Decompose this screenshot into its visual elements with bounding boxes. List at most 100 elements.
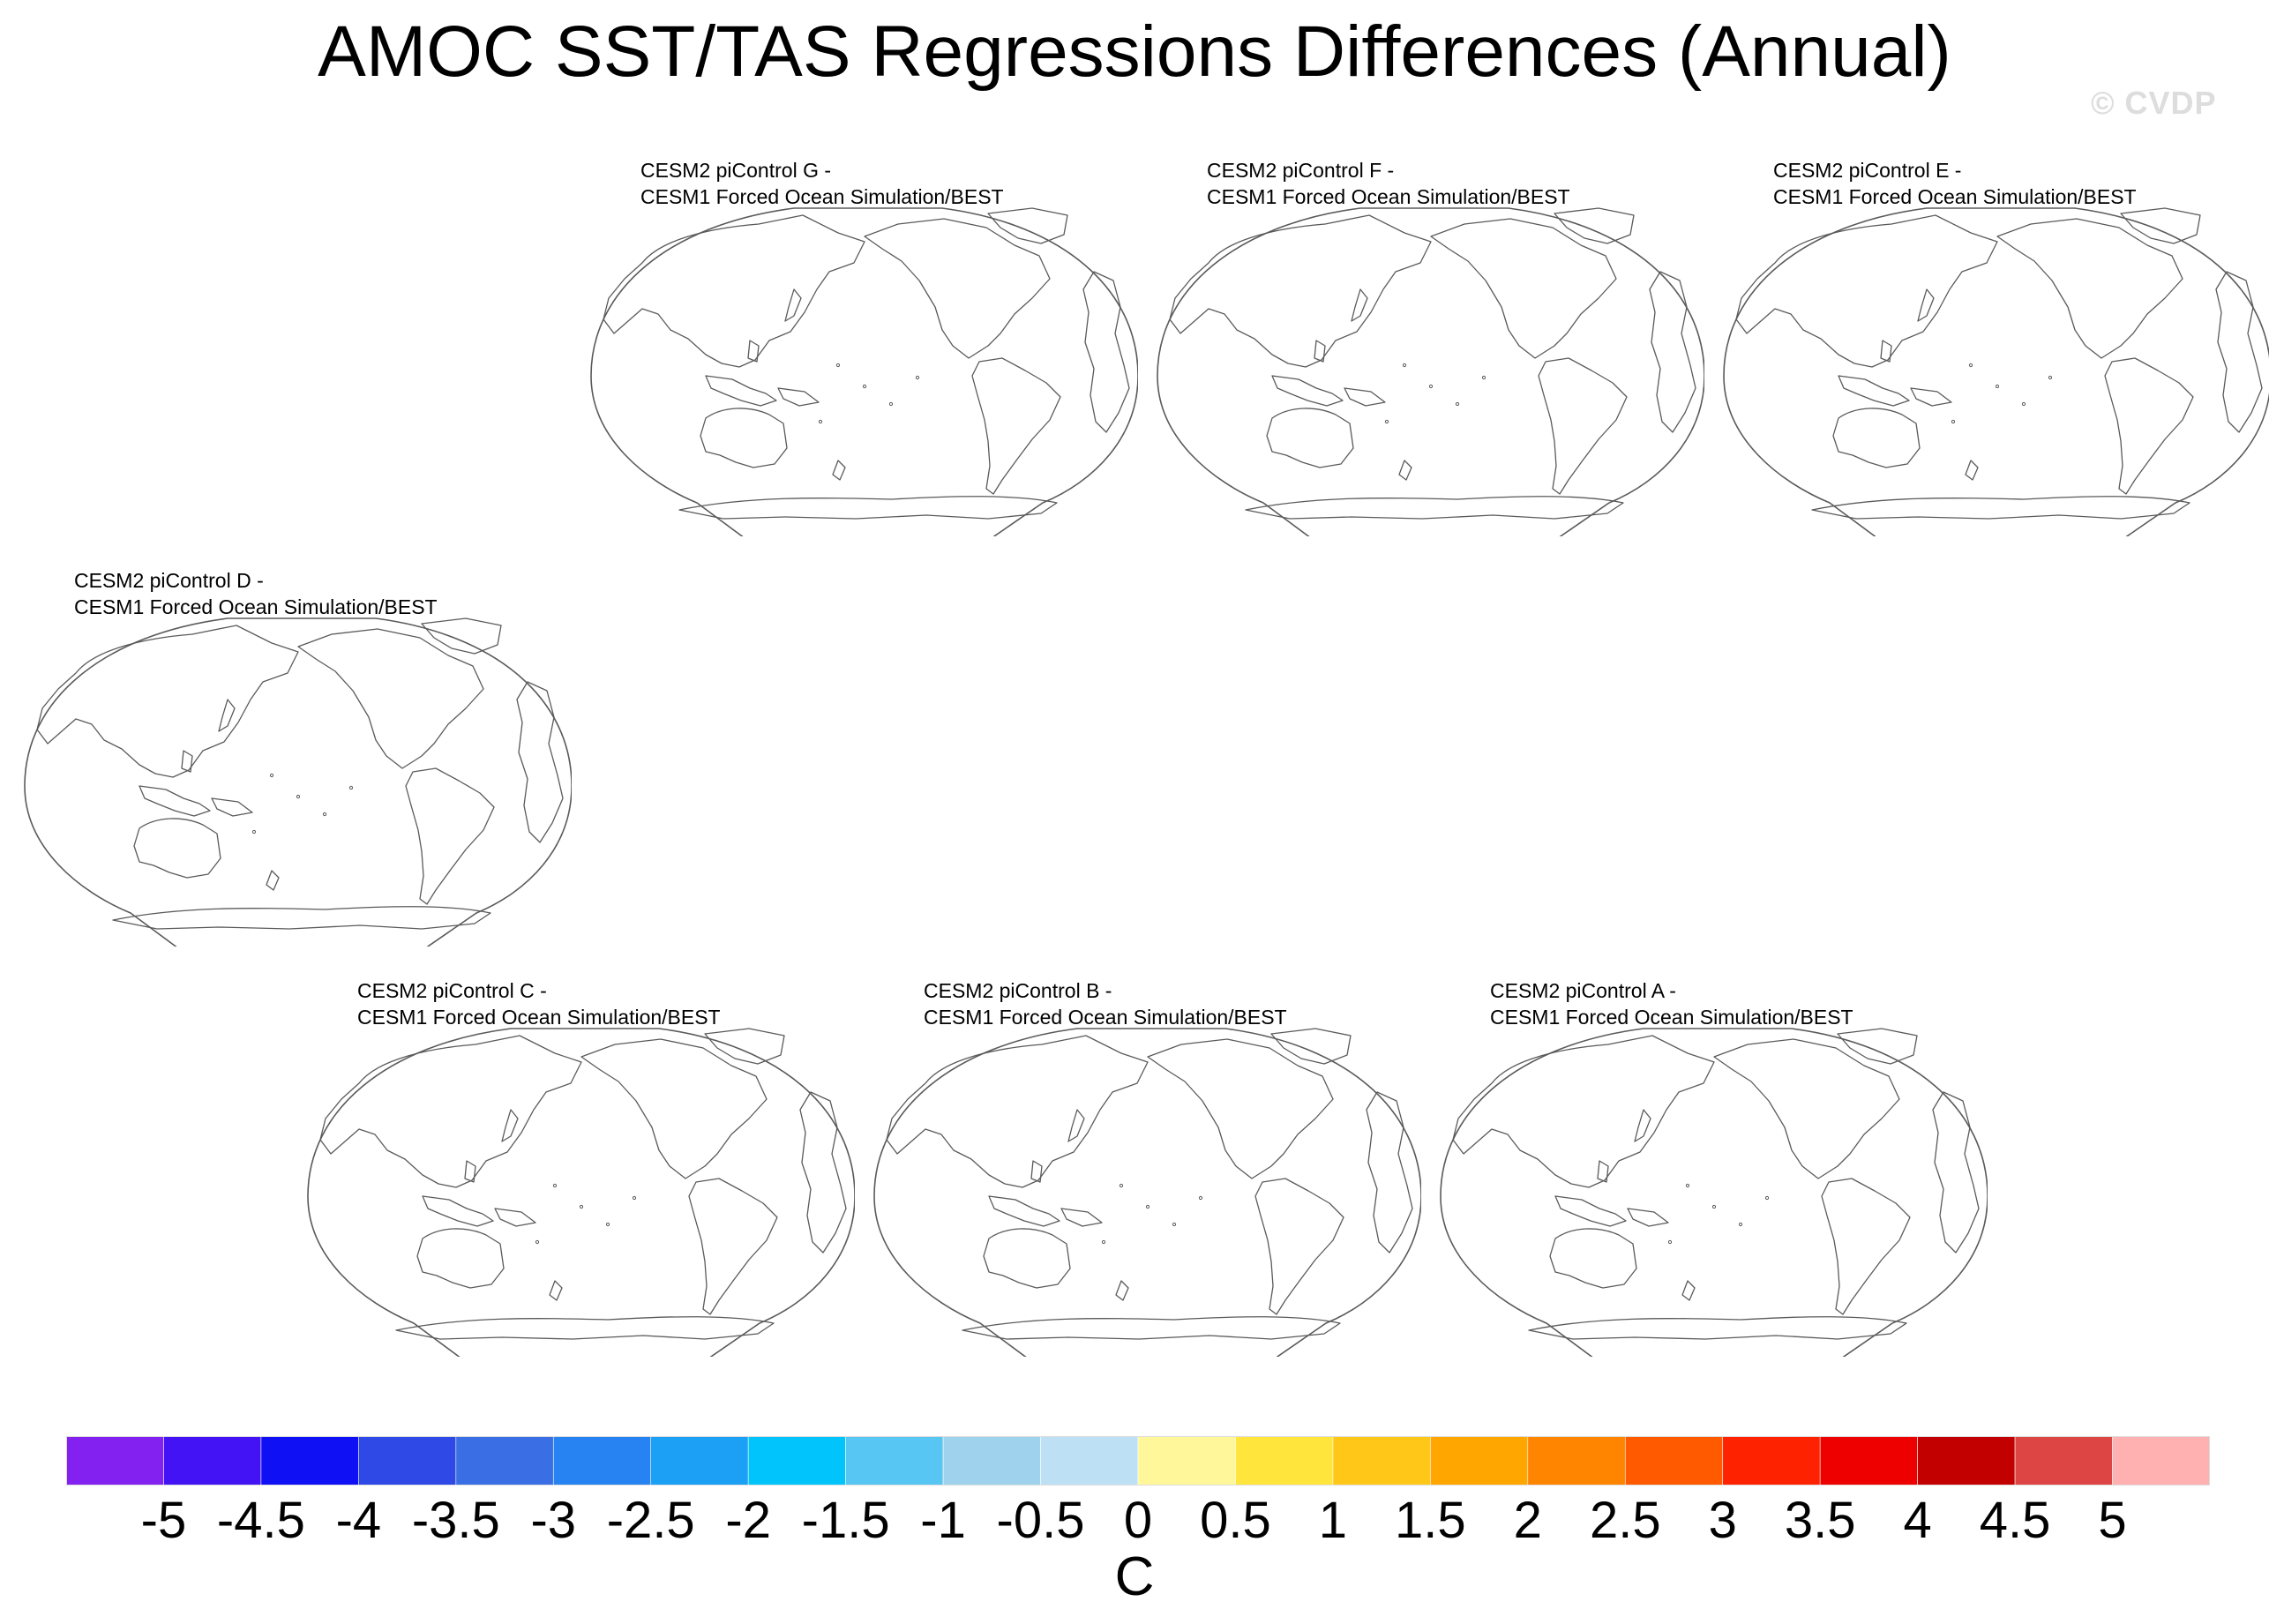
colorbar-tick-label: -5 [140,1492,187,1549]
indonesia-coast [422,1195,494,1227]
panel-caption: CESM2 piControl D - CESM1 Forced Ocean S… [74,567,438,620]
island [835,363,841,368]
new-guinea-coast [777,387,820,407]
colorbar-tick-labels: -5 -4.5 -4 -3.5 -3 -2.5 -2 -1.5 -1 -0.5 0 0.5 1 1.5 2 2… [0,1491,2269,1561]
australia-coast [1549,1228,1637,1289]
indonesia-coast [139,785,211,817]
island [1995,384,2000,389]
colorbar-tick-label: 4.5 [1979,1492,2051,1549]
colorbar-swatch [845,1436,944,1486]
south-america-coast [688,1178,778,1315]
island [1738,1222,1743,1227]
colorbar [66,1436,2210,1486]
south-america-coast [2104,357,2194,495]
panel-caption: CESM2 piControl C - CESM1 Forced Ocean S… [357,977,721,1030]
colorbar-swatch [66,1436,164,1486]
map-panel-e: CESM2 piControl E - CESM1 Forced Ocean S… [1706,157,2269,536]
new-zealand-coast [1115,1280,1129,1301]
north-america-coast [297,628,484,769]
panel-caption-line2: CESM1 Forced Ocean Simulation/BEST [1773,185,2137,208]
colorbar-tick-label: -0.5 [996,1492,1085,1549]
panel-caption-line2: CESM1 Forced Ocean Simulation/BEST [1490,1006,1853,1029]
world-map [590,207,1138,536]
world-map [1440,1028,1988,1357]
colorbar-tick-label: -1 [920,1492,966,1549]
colorbar-swatch [1332,1436,1431,1486]
north-america-coast [1713,1038,1900,1179]
world-map [24,617,572,947]
new-zealand-coast [832,460,846,481]
greenland-coast [1554,207,1635,244]
greenland-coast [1270,1028,1352,1065]
philippines-coast [747,340,760,363]
colorbar-tick-label: 1.5 [1395,1492,1466,1549]
philippines-coast [181,750,193,773]
island [888,401,894,407]
panel-caption-line1: CESM2 piControl E - [1773,159,1962,182]
indonesia-coast [705,375,777,407]
japan-coast [784,288,802,322]
colorbar-swatch [1917,1436,2016,1486]
asia-coast [1169,214,1432,368]
island [552,1183,558,1188]
colorbar-tick-label: 0.5 [1200,1492,1271,1549]
panel-caption-line2: CESM1 Forced Ocean Simulation/BEST [357,1006,721,1029]
island [535,1239,540,1245]
colorbar-unit-label: C [1114,1546,1155,1607]
colorbar-swatch [1040,1436,1139,1486]
island [1481,375,1486,380]
greenland-coast [2120,207,2201,244]
colorbar-tick-label: 4 [1903,1492,1932,1549]
africa-coast [1366,1091,1413,1254]
antarctica-coast [395,1316,775,1340]
colorbar-swatch [260,1436,359,1486]
south-america-coast [971,357,1061,495]
world-map [307,1028,855,1357]
island [1968,363,1973,368]
panel-caption-line1: CESM2 piControl G - [640,159,832,182]
island [2048,375,2053,380]
colorbar-border [66,1436,2210,1486]
cvdp-watermark: © CVDP [2091,85,2217,121]
island [1428,384,1434,389]
panel-caption-line1: CESM2 piControl F - [1207,159,1395,182]
asia-coast [1735,214,1998,368]
panel-caption-line1: CESM2 piControl A - [1490,979,1676,1002]
map-panel-d: CESM2 piControl D - CESM1 Forced Ocean S… [7,567,572,947]
colorbar-tick-label: 3.5 [1784,1492,1856,1549]
world-map [1157,207,1704,536]
greenland-coast [704,1028,785,1065]
panel-caption-line2: CESM1 Forced Ocean Simulation/BEST [74,595,438,618]
island [1685,1183,1690,1188]
greenland-coast [1837,1028,1918,1065]
north-america-coast [1996,218,2183,359]
colorbar-swatch [552,1436,652,1486]
colorbar-tick-label: -3 [530,1492,577,1549]
colorbar-swatch [1430,1436,1529,1486]
north-america-coast [1147,1038,1334,1179]
japan-coast [1917,288,1935,322]
map-panel-c: CESM2 piControl C - CESM1 Forced Ocean S… [290,977,855,1357]
new-zealand-coast [1965,460,1979,481]
island [251,829,257,834]
south-america-coast [1254,1178,1344,1315]
map-panel-a: CESM2 piControl A - CESM1 Forced Ocean S… [1423,977,1988,1357]
antarctica-coast [1245,496,1624,520]
colorbar-tick-label: 5 [2098,1492,2127,1549]
new-guinea-coast [1060,1208,1103,1227]
south-america-coast [1538,357,1628,495]
panel-caption-line2: CESM1 Forced Ocean Simulation/BEST [924,1006,1287,1029]
panel-caption: CESM2 piControl F - CESM1 Forced Ocean S… [1207,157,1570,210]
asia-coast [886,1035,1149,1188]
australia-coast [983,1228,1071,1289]
page-title: AMOC SST/TAS Regressions Differences (An… [318,11,1951,92]
island [296,794,301,799]
map-frame [24,617,572,947]
asia-coast [319,1035,582,1188]
africa-coast [2215,271,2263,433]
philippines-coast [1314,340,1326,363]
map-frame [873,1028,1421,1357]
map-panel-f: CESM2 piControl F - CESM1 Forced Ocean S… [1140,157,1704,536]
japan-coast [1634,1109,1651,1142]
south-america-coast [1821,1178,1911,1315]
